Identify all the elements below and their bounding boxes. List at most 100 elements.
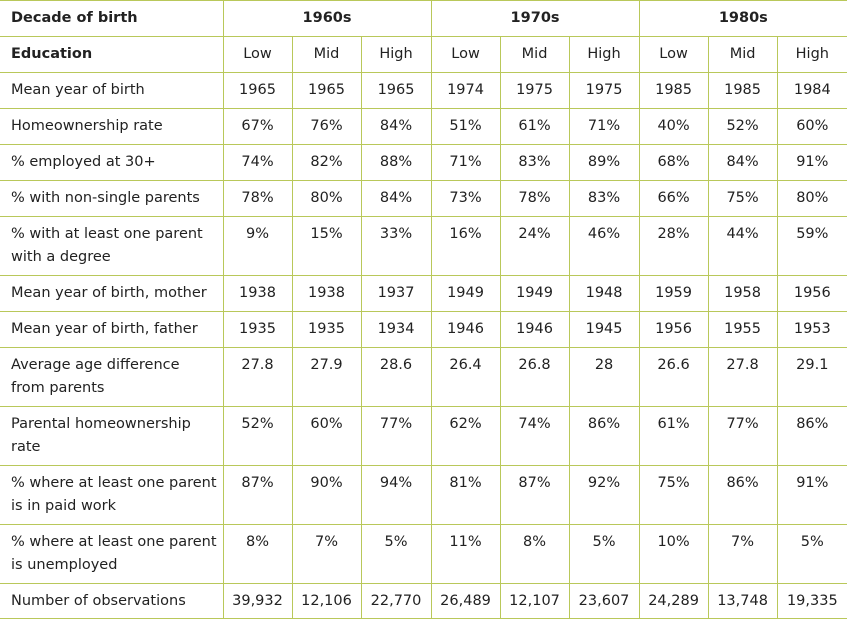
table-cell: 1935 (292, 311, 362, 348)
observations-value: 39,932 (223, 583, 293, 619)
table-row: % with non-single parents 78% 80% 84% 73% 78%… (0, 180, 848, 217)
table-cell: 29.1 (777, 347, 848, 407)
table-row: % where at least one parent is unemploye… (0, 524, 848, 584)
row-label: Mean year of birth, father (0, 311, 224, 348)
table-cell: 83% (569, 180, 640, 217)
table-cell: 91% (777, 465, 848, 525)
decade-of-birth-label: Decade of birth (0, 0, 224, 37)
table-cell: 83% (500, 144, 570, 181)
table-cell: 1975 (569, 72, 640, 109)
table-cell: 75% (708, 180, 778, 217)
observations-value: 12,106 (292, 583, 362, 619)
table-cell: 94% (361, 465, 432, 525)
table-cell: 52% (708, 108, 778, 145)
table-cell: 77% (361, 406, 432, 466)
table-row: Homeownership rate 67% 76% 84% 51% 61% 71% 40% 5… (0, 108, 848, 145)
table-cell: 60% (292, 406, 362, 466)
table-cell: 27.9 (292, 347, 362, 407)
row-label: Mean year of birth (0, 72, 224, 109)
table-cell: 28.6 (361, 347, 432, 407)
table-cell: 28 (569, 347, 640, 407)
row-label: Mean year of birth, mother (0, 275, 224, 312)
table-cell: 1946 (431, 311, 501, 348)
table-cell: 8% (500, 524, 570, 584)
education-level: High (361, 36, 432, 73)
table-cell: 1949 (500, 275, 570, 312)
table-cell: 89% (569, 144, 640, 181)
table-cell: 1945 (569, 311, 640, 348)
table-cell: 77% (708, 406, 778, 466)
education-level: High (569, 36, 640, 73)
table-cell: 1949 (431, 275, 501, 312)
education-level: Low (223, 36, 293, 73)
table-cell: 10% (639, 524, 709, 584)
table-cell: 5% (361, 524, 432, 584)
decade-header-1970s: 1970s (431, 0, 640, 37)
table-cell: 8% (223, 524, 293, 584)
table-cell: 78% (223, 180, 293, 217)
table-cell: 71% (431, 144, 501, 181)
table-cell: 1953 (777, 311, 848, 348)
table-cell: 81% (431, 465, 501, 525)
observations-value: 12,107 (500, 583, 570, 619)
table-cell: 73% (431, 180, 501, 217)
table-cell: 44% (708, 216, 778, 276)
education-header-row: Education Low Mid High Low Mid High Low … (0, 36, 848, 73)
table-cell: 5% (777, 524, 848, 584)
table-cell: 68% (639, 144, 709, 181)
table-cell: 80% (292, 180, 362, 217)
row-label: Homeownership rate (0, 108, 224, 145)
decade-header-row: Decade of birth 1960s 1970s 1980s (0, 0, 848, 37)
table-cell: 87% (223, 465, 293, 525)
table-cell: 26.4 (431, 347, 501, 407)
table-cell: 33% (361, 216, 432, 276)
education-level: Mid (500, 36, 570, 73)
table-cell: 1938 (292, 275, 362, 312)
table-cell: 86% (777, 406, 848, 466)
table-cell: 1956 (777, 275, 848, 312)
table-cell: 86% (569, 406, 640, 466)
observations-value: 26,489 (431, 583, 501, 619)
table-cell: 27.8 (708, 347, 778, 407)
decade-header-1980s: 1980s (639, 0, 848, 37)
table-cell: 28% (639, 216, 709, 276)
table-cell: 86% (708, 465, 778, 525)
table-cell: 1965 (292, 72, 362, 109)
row-label: Parental homeownership rate (0, 406, 224, 466)
table-cell: 26.6 (639, 347, 709, 407)
table-cell: 82% (292, 144, 362, 181)
table-cell: 40% (639, 108, 709, 145)
table-row: Mean year of birth 1965 1965 1965 1974 1975 19… (0, 72, 848, 109)
row-label: Average age difference from parents (0, 347, 224, 407)
table-cell: 67% (223, 108, 293, 145)
table-cell: 27.8 (223, 347, 293, 407)
table-cell: 1935 (223, 311, 293, 348)
table-cell: 1965 (223, 72, 293, 109)
table-cell: 87% (500, 465, 570, 525)
table-cell: 62% (431, 406, 501, 466)
table-row: % with at least one parent with a degree… (0, 216, 848, 276)
table-cell: 1956 (639, 311, 709, 348)
table-cell: 15% (292, 216, 362, 276)
table-row: Mean year of birth, father 1935 1935 1934 19… (0, 311, 848, 348)
table-cell: 76% (292, 108, 362, 145)
row-label: % with at least one parent with a degree (0, 216, 224, 276)
education-level: Low (431, 36, 501, 73)
table-cell: 5% (569, 524, 640, 584)
table-row: Average age difference from parents 27.8 2… (0, 347, 848, 407)
observations-label: Number of observations (0, 583, 224, 619)
table-cell: 74% (500, 406, 570, 466)
row-label: % where at least one parent is unemploye… (0, 524, 224, 584)
table-cell: 1974 (431, 72, 501, 109)
table-cell: 91% (777, 144, 848, 181)
table-row: % where at least one parent is in paid w… (0, 465, 848, 525)
table-cell: 78% (500, 180, 570, 217)
table-cell: 90% (292, 465, 362, 525)
table-cell: 60% (777, 108, 848, 145)
table-cell: 84% (361, 108, 432, 145)
row-label: % employed at 30+ (0, 144, 224, 181)
table-cell: 1938 (223, 275, 293, 312)
education-level: High (777, 36, 848, 73)
table-cell: 1985 (639, 72, 709, 109)
